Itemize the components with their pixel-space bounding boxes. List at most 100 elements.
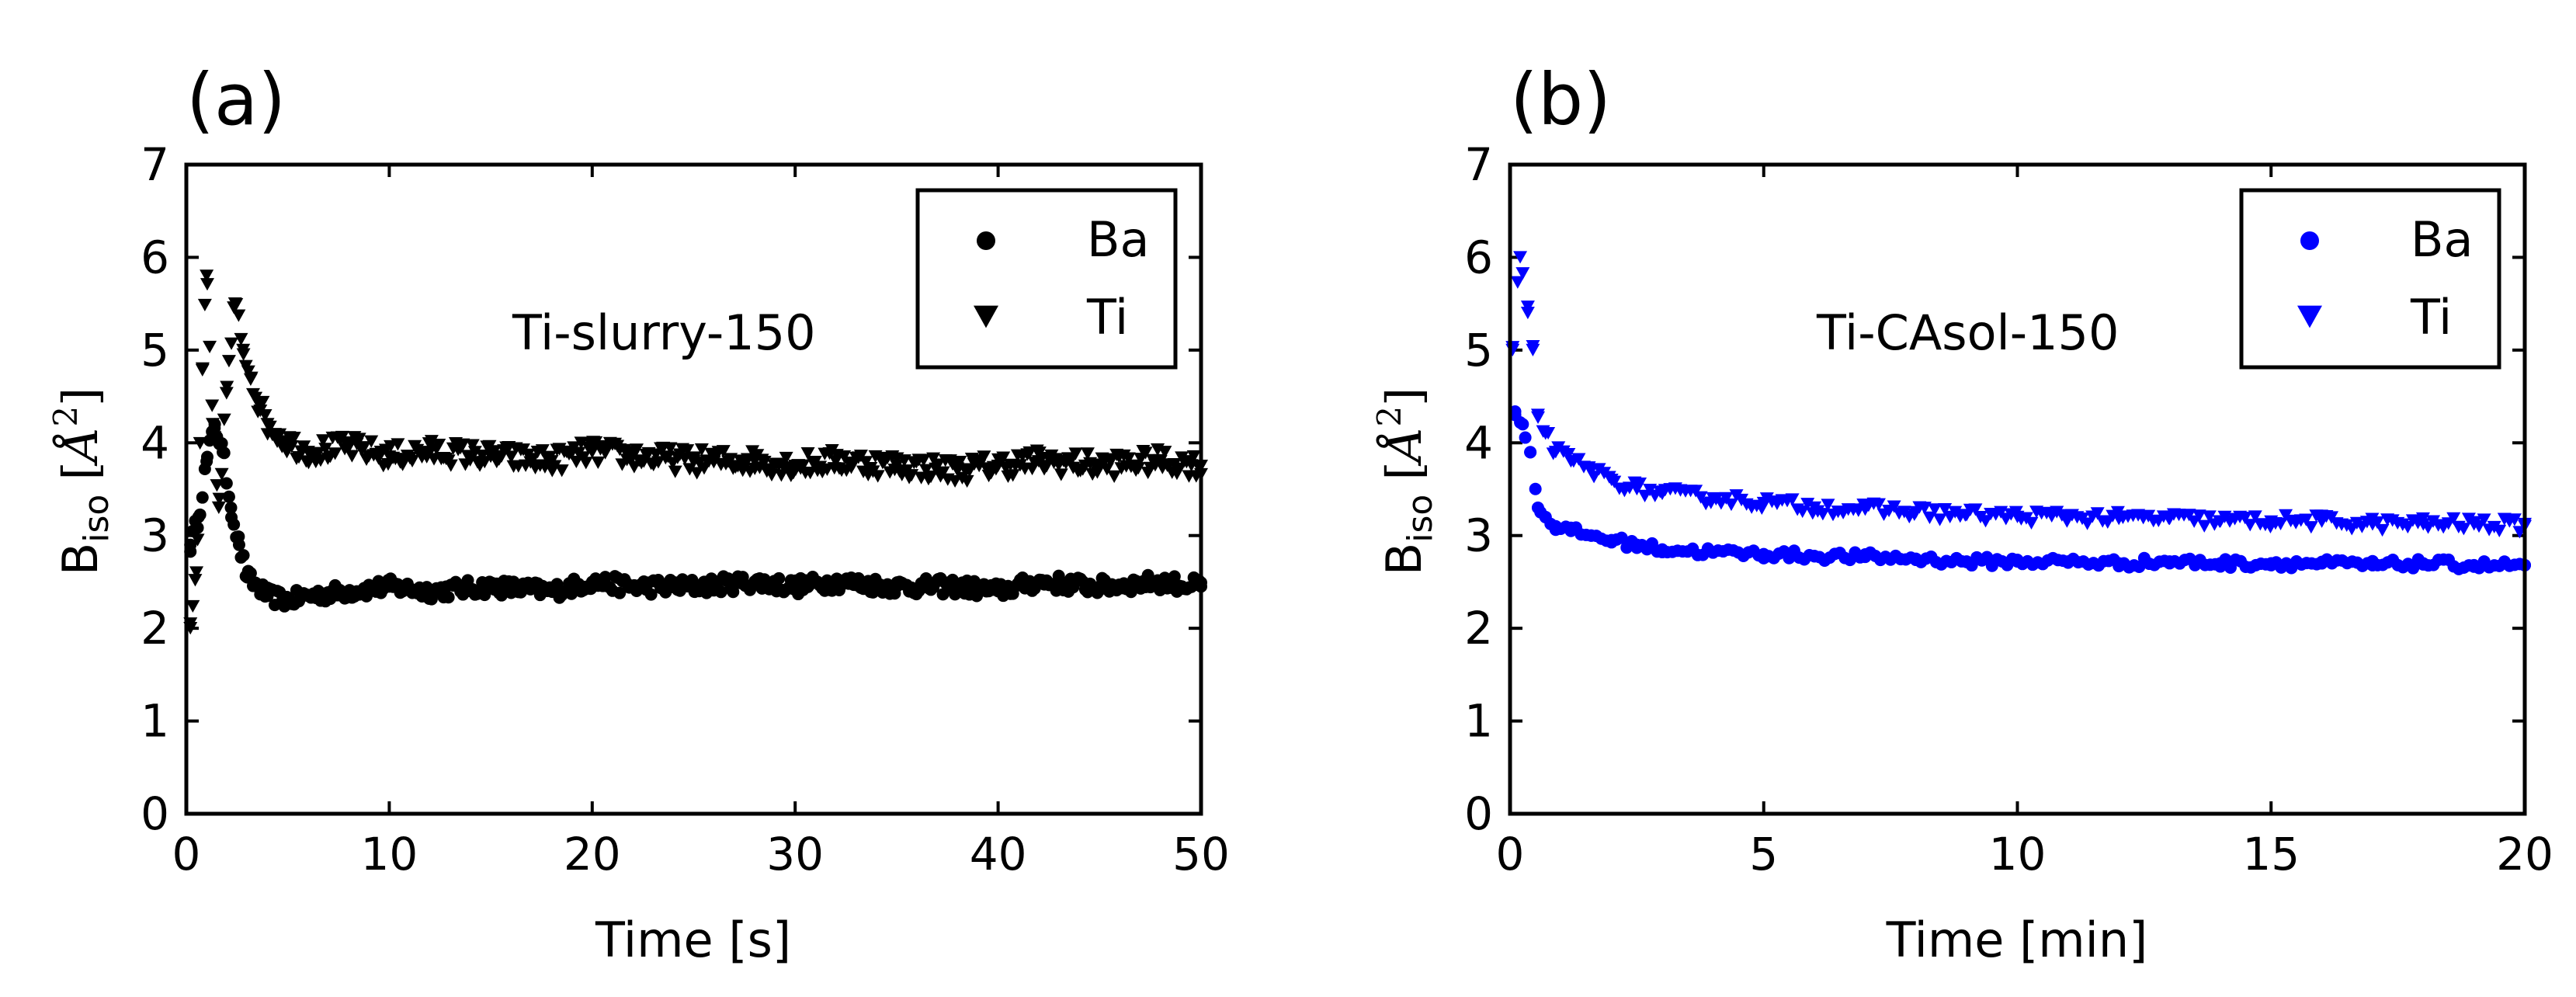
y-axis-label: Biso [Å2]: [47, 387, 116, 576]
ti-point: [661, 450, 675, 464]
ba-point: [1168, 570, 1181, 583]
ti-point: [221, 355, 236, 368]
ti-point: [537, 460, 552, 474]
ti-point: [197, 298, 212, 312]
y-label-exp: 2: [1370, 406, 1408, 427]
ba-point: [1529, 482, 1542, 495]
ti-point: [916, 453, 931, 467]
ba-point: [714, 585, 727, 599]
ti-point: [1541, 426, 1556, 440]
ba-point: [222, 490, 235, 503]
ba-point: [1519, 431, 1532, 444]
y-label-sub: iso: [77, 495, 116, 543]
ti-point: [467, 446, 482, 459]
ba-point: [191, 521, 204, 534]
y-tick-label: 2: [141, 602, 169, 655]
ti-point: [2248, 510, 2262, 523]
x-axis-label: Time [min]: [1886, 912, 2148, 968]
ti-point: [1932, 513, 1947, 526]
ti-point: [828, 455, 843, 468]
ti-point: [2008, 505, 2023, 519]
ti-point: [936, 466, 950, 479]
legend: Ba Ti: [2239, 188, 2501, 370]
ti-point: [2401, 520, 2415, 534]
ti-point: [1513, 251, 1528, 264]
ti-point: [487, 445, 502, 458]
ti-point: [207, 431, 222, 444]
ti-point: [224, 337, 239, 350]
ti-point: [1785, 493, 1800, 506]
ti-point: [236, 348, 251, 361]
ti-point: [1158, 446, 1172, 459]
ti-point: [2446, 512, 2461, 525]
legend-box: [915, 188, 1178, 370]
y-tick-label: 0: [1464, 787, 1493, 840]
panel-label: (a): [186, 58, 286, 141]
ti-point: [345, 450, 359, 463]
ti-point: [211, 501, 226, 514]
ti-point: [774, 469, 789, 482]
ti-point: [205, 418, 220, 431]
ba-point: [599, 571, 612, 584]
ti-point: [2303, 521, 2318, 534]
ti-point: [284, 440, 299, 453]
ti-point: [1968, 503, 1983, 516]
ti-point: [1131, 462, 1146, 475]
legend-marker-ti: [2297, 305, 2322, 328]
ba-point: [1508, 405, 1522, 418]
ba-point: [224, 501, 238, 514]
ti-point: [1607, 475, 1622, 488]
ti-point: [651, 456, 665, 469]
ba-point: [772, 571, 786, 585]
ba-point: [888, 587, 901, 600]
ti-point: [311, 446, 325, 460]
ti-point: [1795, 505, 1810, 519]
ba-point: [232, 530, 245, 544]
ti-point: [1515, 267, 1530, 280]
ti-point: [2477, 513, 2491, 526]
ti-point: [318, 443, 333, 456]
y-label-main: B: [1376, 543, 1432, 576]
ti-point: [574, 436, 588, 450]
ti-point: [188, 574, 203, 587]
ti-point: [193, 436, 207, 450]
ti-point: [234, 332, 248, 346]
ti-point: [241, 365, 255, 378]
ti-point: [1887, 500, 1901, 513]
y-label-exp: 2: [47, 406, 85, 427]
ti-point: [1121, 452, 1136, 465]
ti-point: [1689, 485, 1703, 498]
ti-point: [1099, 463, 1114, 476]
x-axis-label: Time [s]: [595, 912, 791, 968]
ti-point: [405, 454, 420, 467]
ti-point: [364, 435, 379, 448]
x-tick-label: 20: [564, 828, 621, 881]
ti-point: [2299, 513, 2314, 526]
ti-point: [456, 438, 470, 451]
ti-point: [2492, 524, 2507, 537]
plot-frame: [184, 162, 1203, 816]
ti-point: [186, 599, 200, 613]
ti-point: [578, 457, 593, 470]
ti-point: [255, 395, 270, 409]
x-tick-label: 30: [766, 828, 824, 881]
ba-point: [196, 491, 209, 504]
ba-point: [200, 450, 214, 464]
ti-point: [195, 363, 210, 377]
ba-point: [1615, 531, 1628, 544]
y-tick-label: 7: [1464, 138, 1493, 191]
ti-point: [286, 431, 301, 445]
ba-point: [613, 586, 627, 599]
ti-point: [694, 443, 709, 457]
ti-point: [1907, 508, 1922, 522]
ti-point: [1561, 448, 1576, 461]
y-tick-label: 6: [1464, 231, 1493, 283]
ti-point: [2090, 507, 2105, 520]
ti-point: [663, 442, 678, 455]
ti-point: [1520, 300, 1535, 314]
ti-point: [2024, 516, 2039, 530]
y-label-sub: iso: [1401, 495, 1440, 543]
ti-point: [443, 459, 458, 472]
ti-point: [996, 451, 1011, 464]
